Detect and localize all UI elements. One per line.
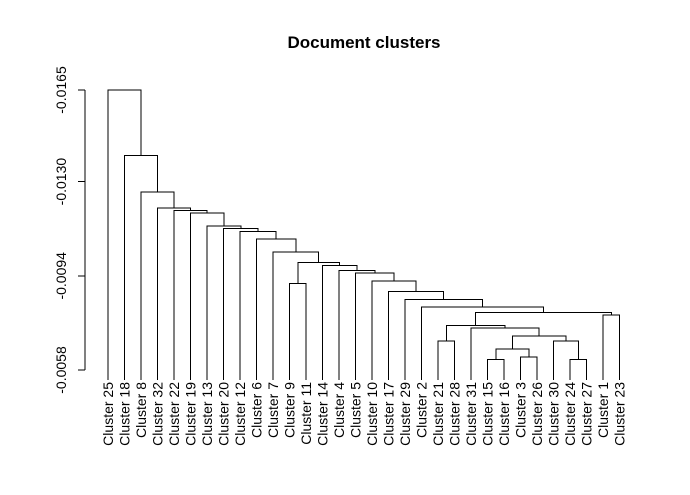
dendrogram-link [289, 283, 307, 380]
chart-title: Document clusters [287, 33, 440, 52]
leaf-label: Cluster 18 [117, 382, 133, 446]
leaf-label: Cluster 6 [249, 382, 265, 438]
leaf-label: Cluster 11 [298, 382, 314, 445]
leaf-label: Cluster 7 [265, 382, 281, 438]
dendrogram-link [297, 262, 341, 284]
leaf-label: Cluster 2 [414, 382, 430, 438]
y-tick-label: -0.0130 [53, 158, 69, 206]
dendrogram-link [487, 359, 505, 380]
y-tick-label: -0.0165 [53, 66, 69, 114]
y-axis: -0.0165 -0.0130 -0.0094 -0.0058 [53, 66, 86, 394]
dendrogram-link [124, 154, 159, 380]
leaf-label: Cluster 13 [199, 382, 215, 446]
dendrogram-link [355, 272, 395, 380]
leaf-label: Cluster 17 [381, 382, 397, 446]
leaf-label: Cluster 26 [529, 382, 545, 446]
leaf-labels: Cluster 25 Cluster 18 Cluster 8 Cluster 32 C… [100, 382, 628, 446]
dendrogram-link [173, 209, 208, 380]
leaf-label: Cluster 31 [463, 382, 479, 446]
dendrogram-link [388, 290, 445, 380]
leaf-label: Cluster 15 [480, 382, 496, 446]
leaf-label: Cluster 30 [546, 382, 562, 446]
dendrogram-link [437, 340, 455, 380]
dendrogram-link [223, 228, 259, 380]
leaf-label: Cluster 32 [150, 382, 166, 446]
y-tick-label: -0.0094 [53, 252, 69, 300]
dendrogram-link [511, 335, 567, 350]
leaf-label: Cluster 20 [216, 382, 232, 446]
dendrogram-link [107, 89, 142, 380]
leaf-label: Cluster 12 [232, 382, 248, 446]
dendrogram-link [239, 230, 277, 380]
dendrogram-link [475, 311, 612, 326]
leaf-label: Cluster 19 [183, 382, 199, 446]
dendrogram-link [206, 225, 242, 380]
leaf-label: Cluster 5 [348, 382, 364, 438]
leaf-label: Cluster 22 [166, 382, 182, 446]
leaf-label: Cluster 24 [562, 382, 578, 446]
dendrogram-link [495, 348, 530, 360]
leaf-label: Cluster 16 [496, 382, 512, 446]
dendrogram-link [190, 212, 225, 380]
leaf-label: Cluster 14 [315, 382, 331, 446]
dendrogram-link [569, 359, 587, 380]
leaf-label: Cluster 3 [513, 382, 529, 438]
dendrogram-link [371, 280, 417, 380]
leaf-label: Cluster 21 [430, 382, 446, 446]
leaf-label: Cluster 1 [595, 382, 611, 438]
y-tick-label: -0.0058 [53, 346, 69, 394]
dendrogram-links [107, 89, 620, 380]
dendrogram-link [520, 356, 538, 380]
dendrogram-link [602, 314, 620, 380]
dendrogram-link [404, 298, 483, 380]
dendrogram-link [322, 264, 358, 380]
leaf-label: Cluster 4 [331, 382, 347, 438]
dendrogram-link [272, 251, 320, 380]
leaf-label: Cluster 27 [579, 382, 595, 446]
dendrogram-link [553, 340, 579, 380]
dendrogram-link [256, 238, 297, 380]
leaf-label: Cluster 23 [612, 382, 628, 446]
leaf-label: Cluster 8 [133, 382, 149, 438]
leaf-label: Cluster 9 [282, 382, 298, 438]
dendrogram-link [470, 327, 540, 380]
dendrogram-link [421, 306, 544, 380]
dendrogram-link [338, 270, 376, 380]
leaf-label: Cluster 25 [100, 382, 116, 446]
leaf-label: Cluster 28 [447, 382, 463, 446]
leaf-label: Cluster 10 [364, 382, 380, 446]
leaf-label: Cluster 29 [397, 382, 413, 446]
